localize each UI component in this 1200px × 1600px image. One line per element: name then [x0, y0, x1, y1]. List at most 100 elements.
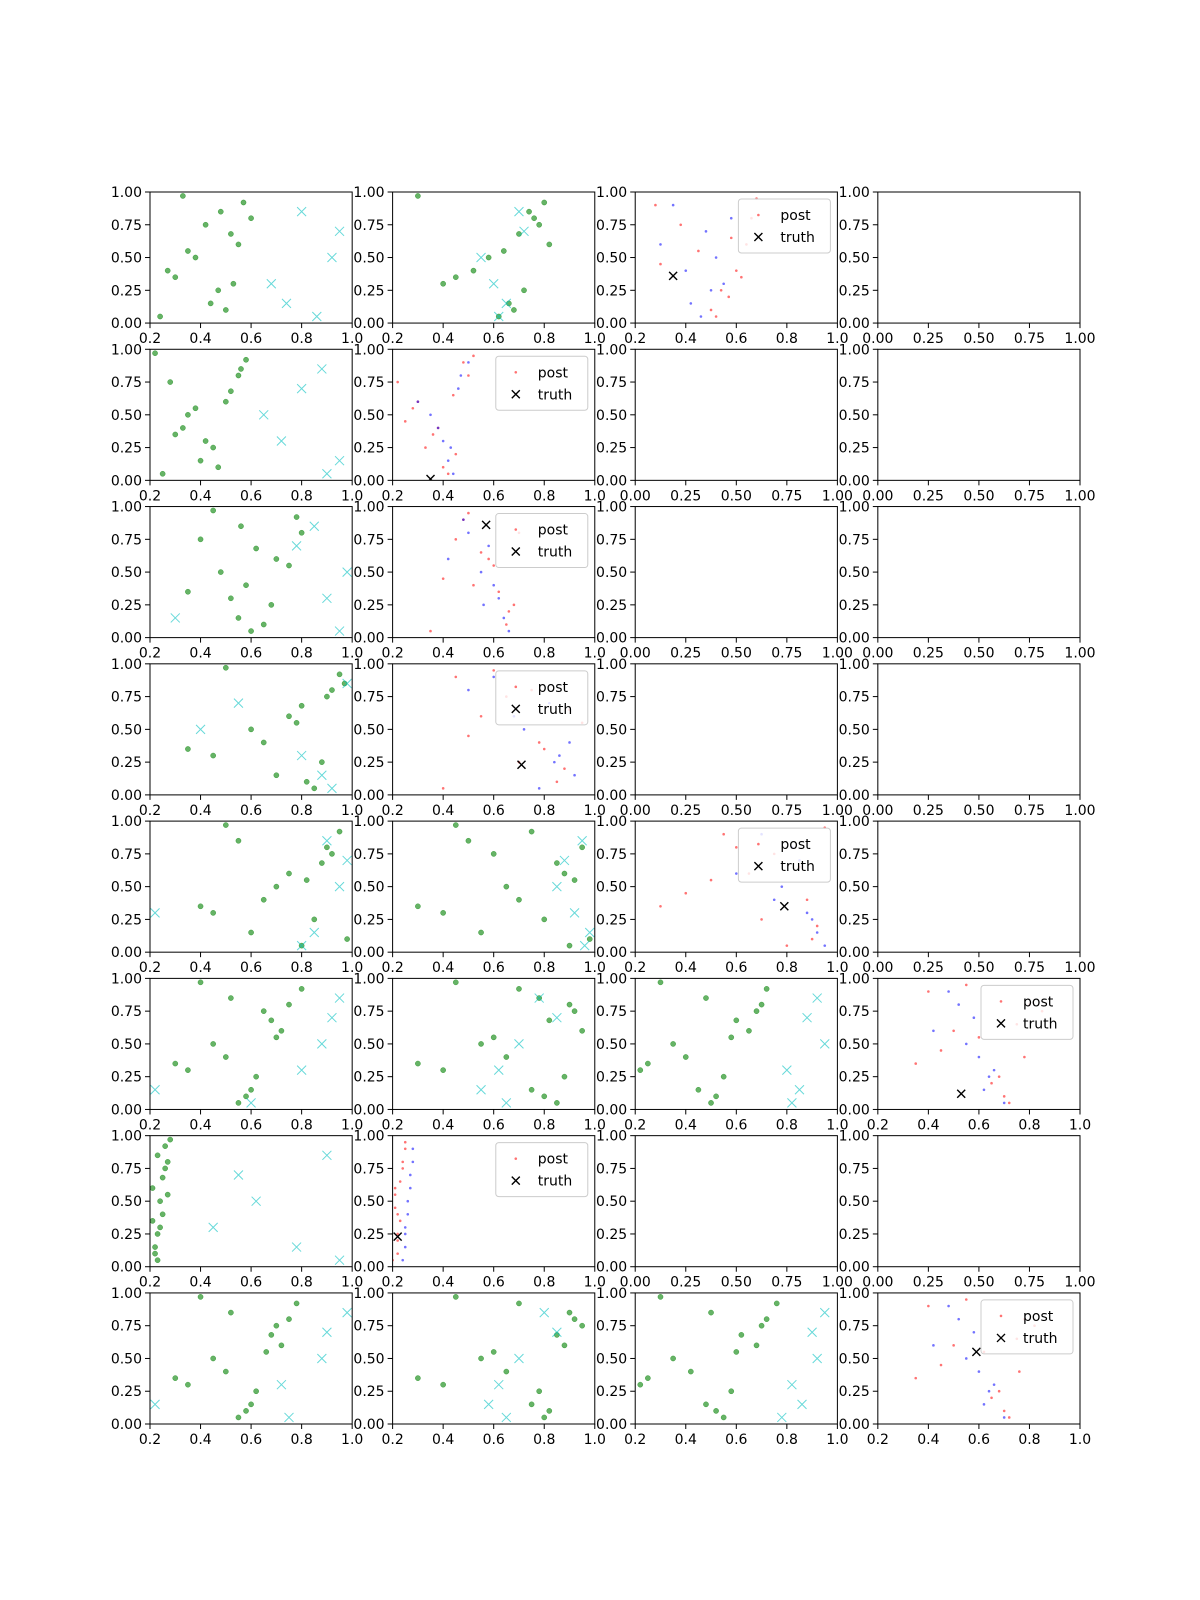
point: [222, 822, 229, 828]
point: [645, 1060, 651, 1067]
y-tick-label: 0.00: [839, 473, 870, 489]
point: [446, 472, 450, 476]
point: [720, 1073, 727, 1080]
y-tick-label: 0.50: [353, 1194, 384, 1210]
point: [322, 1327, 332, 1338]
points: [415, 822, 595, 951]
x-tick-label: 0.8: [290, 803, 312, 819]
point: [207, 300, 214, 307]
x-tick-label: 0.00: [620, 1275, 651, 1291]
y-tick-label: 0.75: [596, 1319, 627, 1335]
x-tick-label: 0.00: [620, 803, 651, 819]
y-tick-label: 0.25: [596, 1070, 627, 1086]
point: [552, 1012, 562, 1023]
x-tick-label: 0.6: [240, 960, 262, 976]
point: [273, 1322, 280, 1329]
point: [154, 1231, 161, 1237]
x-tick-label: 0.2: [139, 1275, 161, 1291]
point: [222, 1368, 229, 1375]
y-tick-label: 0.75: [111, 1161, 142, 1177]
point: [309, 927, 320, 938]
y-tick-label: 0.25: [839, 598, 870, 614]
point: [276, 1379, 287, 1390]
legend-marker: [753, 232, 763, 242]
point: [401, 1160, 405, 1164]
x-tick-label: 0.2: [381, 646, 403, 662]
point: [779, 901, 789, 911]
legend-label: post: [538, 1152, 569, 1168]
point: [773, 1300, 780, 1307]
point: [671, 203, 675, 207]
x-tick-label: 0.75: [771, 646, 802, 662]
y-tick-label: 1.00: [111, 814, 142, 830]
point: [195, 724, 206, 735]
y-tick-label: 0.25: [839, 755, 870, 771]
point: [746, 1027, 752, 1034]
y-tick-label: 0.75: [111, 847, 142, 863]
points: [415, 1294, 585, 1423]
point: [467, 734, 470, 738]
point: [318, 759, 325, 765]
point: [479, 570, 483, 574]
point: [278, 1027, 285, 1034]
point: [172, 1375, 179, 1381]
point: [334, 993, 345, 1003]
point: [159, 1211, 166, 1218]
y-tick-label: 0.75: [353, 532, 384, 548]
legend-label: post: [538, 680, 569, 696]
point: [334, 881, 345, 892]
point: [248, 726, 254, 733]
point: [506, 300, 512, 307]
point: [431, 433, 435, 436]
point: [170, 613, 181, 623]
point: [645, 1375, 651, 1381]
legend-marker: [514, 528, 518, 531]
y-tick-label: 0.75: [596, 847, 627, 863]
subplot: 0.2 0.4 0.6 0.8 1.0 0.00 0.25 0.50 0.75 1.00 post t…: [353, 342, 605, 504]
point: [503, 1368, 510, 1375]
subplot: 0.00 0.25 0.50 0.75 1.00 0.00 0.25 0.50 0.75 1.00: [839, 657, 1096, 819]
point: [334, 226, 345, 237]
point: [327, 783, 337, 794]
y-tick-label: 0.25: [111, 1384, 142, 1400]
point: [303, 778, 310, 785]
x-tick-label: 0.6: [483, 960, 505, 976]
legend-marker: [757, 213, 760, 217]
point: [490, 1034, 497, 1041]
y-tick-label: 1.00: [353, 814, 384, 830]
point: [316, 364, 327, 374]
point: [537, 787, 541, 790]
point: [507, 610, 511, 613]
x-tick-label: 0.8: [533, 646, 555, 662]
x-tick-label: 0.6: [483, 488, 505, 504]
point: [805, 898, 809, 902]
point: [286, 713, 292, 720]
point: [401, 1167, 405, 1170]
point: [157, 1198, 163, 1205]
x-tick-label: 0.4: [675, 1117, 697, 1133]
x-tick-label: 1.0: [341, 331, 363, 347]
subplot: 0.2 0.4 0.6 0.8 1.0 0.00 0.25 0.50 0.75 1.00: [596, 971, 848, 1133]
point: [1007, 1101, 1011, 1105]
point: [197, 1294, 204, 1300]
point: [462, 518, 465, 521]
point: [185, 588, 191, 595]
point: [415, 193, 421, 199]
point: [454, 675, 458, 679]
point: [258, 409, 269, 420]
y-tick-label: 1.00: [111, 657, 142, 673]
point: [286, 870, 292, 877]
x-tick-label: 0.00: [862, 488, 893, 504]
plot-area: [877, 349, 1080, 481]
point: [311, 311, 322, 322]
points: [415, 979, 585, 1108]
point: [233, 1170, 244, 1180]
point: [185, 746, 191, 752]
y-tick-label: 0.50: [353, 1037, 384, 1053]
point: [396, 1239, 399, 1242]
point: [815, 924, 819, 928]
legend: post truth: [980, 1299, 1074, 1355]
y-tick-label: 0.75: [353, 847, 384, 863]
y-tick-label: 0.50: [839, 1351, 870, 1367]
x-tick-label: 0.4: [432, 331, 454, 347]
